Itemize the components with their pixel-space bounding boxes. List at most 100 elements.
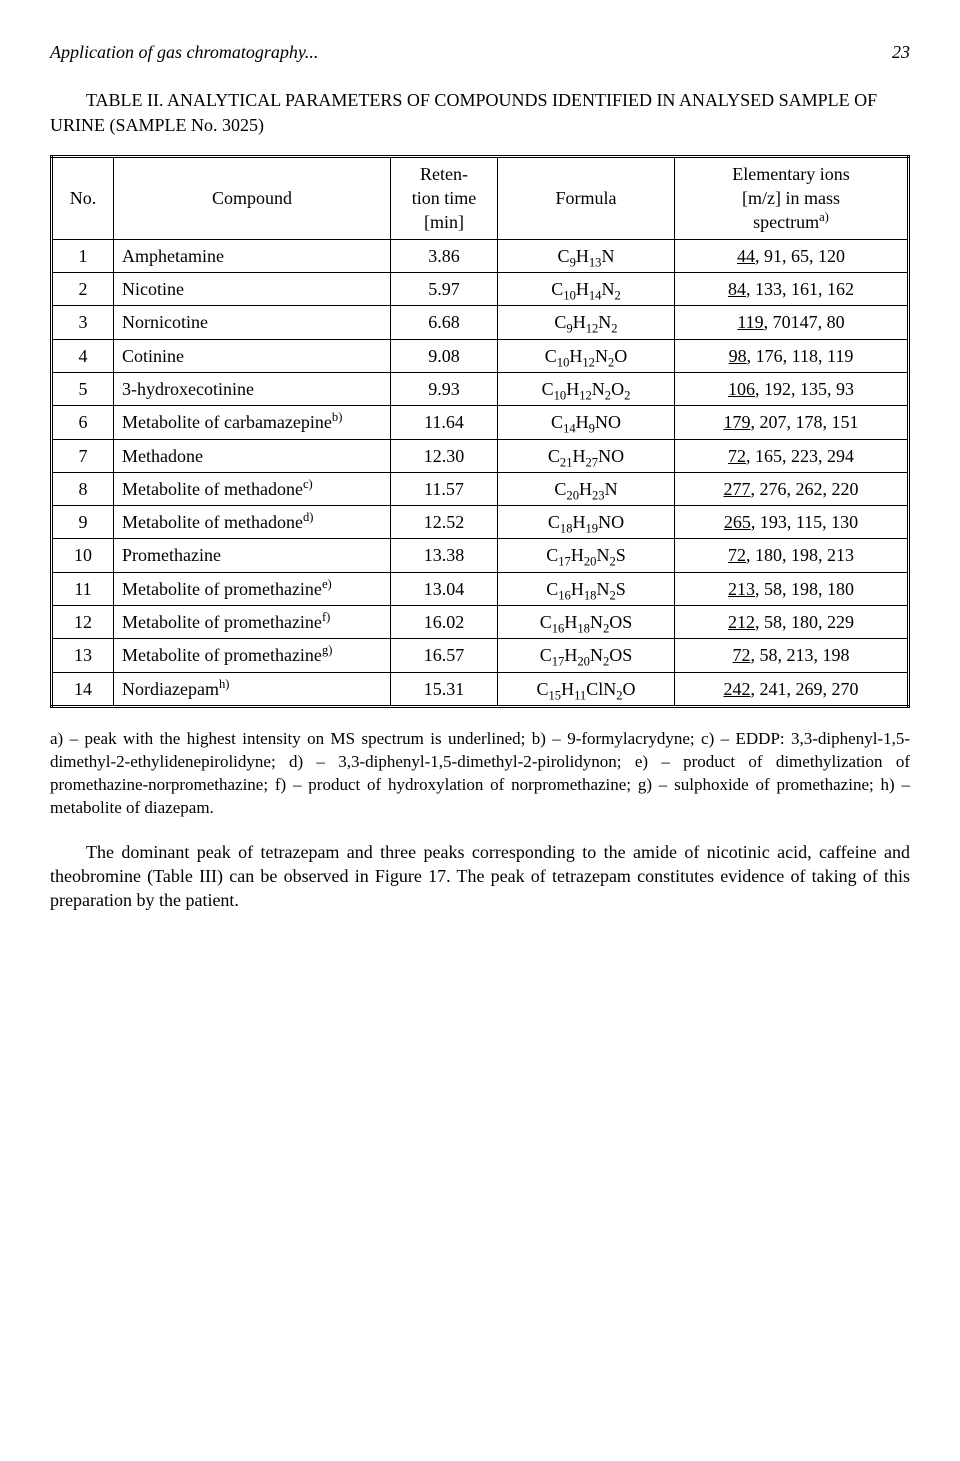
cell-no: 1 (52, 239, 114, 272)
table-body: 1Amphetamine3.86C9H13N44, 91, 65, 1202Ni… (52, 239, 909, 706)
cell-retention: 15.31 (391, 672, 498, 706)
cell-no: 12 (52, 606, 114, 639)
col-compound: Compound (114, 156, 391, 239)
cell-ions: 72, 180, 198, 213 (675, 539, 909, 572)
table-row: 9Metabolite of methadoned)12.52C18H19NO2… (52, 506, 909, 539)
table-row: 11Metabolite of promethazinee)13.04C16H1… (52, 572, 909, 605)
cell-no: 7 (52, 439, 114, 472)
table-row: 13Metabolite of promethazineg)16.57C17H2… (52, 639, 909, 672)
cell-no: 2 (52, 273, 114, 306)
col-formula: Formula (498, 156, 675, 239)
parameters-table: No. Compound Reten-tion time[min] Formul… (50, 155, 910, 708)
running-title: Application of gas chromatography... (50, 40, 318, 64)
cell-formula: C18H19NO (498, 506, 675, 539)
table-head: No. Compound Reten-tion time[min] Formul… (52, 156, 909, 239)
cell-no: 6 (52, 406, 114, 439)
cell-formula: C10H14N2 (498, 273, 675, 306)
cell-compound: Metabolite of methadonec) (114, 472, 391, 505)
body-paragraph: The dominant peak of tetrazepam and thre… (50, 840, 910, 913)
cell-no: 4 (52, 339, 114, 372)
cell-no: 11 (52, 572, 114, 605)
table-footnotes: a) – peak with the highest intensity on … (50, 728, 910, 820)
table-row: 2Nicotine5.97C10H14N284, 133, 161, 162 (52, 273, 909, 306)
table-row: 4Cotinine9.08C10H12N2O98, 176, 118, 119 (52, 339, 909, 372)
cell-ions: 72, 58, 213, 198 (675, 639, 909, 672)
cell-retention: 16.57 (391, 639, 498, 672)
cell-ions: 179, 207, 178, 151 (675, 406, 909, 439)
cell-no: 8 (52, 472, 114, 505)
cell-compound: Amphetamine (114, 239, 391, 272)
table-row: 14Nordiazepamh)15.31C15H11ClN2O242, 241,… (52, 672, 909, 706)
cell-no: 5 (52, 372, 114, 405)
cell-compound: 3-hydroxecotinine (114, 372, 391, 405)
cell-compound: Nicotine (114, 273, 391, 306)
cell-formula: C14H9NO (498, 406, 675, 439)
cell-no: 10 (52, 539, 114, 572)
cell-formula: C9H12N2 (498, 306, 675, 339)
cell-formula: C17H20N2OS (498, 639, 675, 672)
cell-compound: Metabolite of promethazinee) (114, 572, 391, 605)
cell-formula: C17H20N2S (498, 539, 675, 572)
cell-ions: 265, 193, 115, 130 (675, 506, 909, 539)
cell-compound: Metabolite of carbamazepineb) (114, 406, 391, 439)
cell-no: 14 (52, 672, 114, 706)
cell-ions: 106, 192, 135, 93 (675, 372, 909, 405)
cell-compound: Metabolite of methadoned) (114, 506, 391, 539)
table-row: 12Metabolite of promethazinef)16.02C16H1… (52, 606, 909, 639)
cell-ions: 84, 133, 161, 162 (675, 273, 909, 306)
cell-ions: 277, 276, 262, 220 (675, 472, 909, 505)
col-ions: Elementary ions[m/z] in massspectruma) (675, 156, 909, 239)
cell-ions: 44, 91, 65, 120 (675, 239, 909, 272)
cell-retention: 13.38 (391, 539, 498, 572)
cell-retention: 9.08 (391, 339, 498, 372)
col-retention: Reten-tion time[min] (391, 156, 498, 239)
cell-retention: 3.86 (391, 239, 498, 272)
col-no: No. (52, 156, 114, 239)
cell-compound: Nordiazepamh) (114, 672, 391, 706)
cell-compound: Metabolite of promethazinef) (114, 606, 391, 639)
cell-formula: C10H12N2O (498, 339, 675, 372)
cell-retention: 11.64 (391, 406, 498, 439)
cell-compound: Nornicotine (114, 306, 391, 339)
table-row: 53-hydroxecotinine9.93C10H12N2O2106, 192… (52, 372, 909, 405)
cell-compound: Promethazine (114, 539, 391, 572)
cell-retention: 9.93 (391, 372, 498, 405)
cell-no: 3 (52, 306, 114, 339)
cell-formula: C16H18N2OS (498, 606, 675, 639)
table-row: 1Amphetamine3.86C9H13N44, 91, 65, 120 (52, 239, 909, 272)
cell-ions: 212, 58, 180, 229 (675, 606, 909, 639)
cell-ions: 242, 241, 269, 270 (675, 672, 909, 706)
cell-formula: C9H13N (498, 239, 675, 272)
caption-text: ANALYTICAL PARAMETERS OF COMPOUNDS IDENT… (50, 90, 877, 134)
cell-formula: C21H27NO (498, 439, 675, 472)
cell-no: 9 (52, 506, 114, 539)
cell-ions: 119, 70147, 80 (675, 306, 909, 339)
cell-ions: 213, 58, 198, 180 (675, 572, 909, 605)
cell-compound: Cotinine (114, 339, 391, 372)
cell-retention: 16.02 (391, 606, 498, 639)
running-header: Application of gas chromatography... 23 (50, 40, 910, 64)
table-caption: TABLE II. ANALYTICAL PARAMETERS OF COMPO… (50, 88, 910, 137)
table-row: 3Nornicotine6.68C9H12N2119, 70147, 80 (52, 306, 909, 339)
cell-no: 13 (52, 639, 114, 672)
cell-retention: 5.97 (391, 273, 498, 306)
cell-formula: C16H18N2S (498, 572, 675, 605)
cell-retention: 11.57 (391, 472, 498, 505)
cell-ions: 72, 165, 223, 294 (675, 439, 909, 472)
cell-retention: 12.52 (391, 506, 498, 539)
table-row: 7Methadone12.30C21H27NO72, 165, 223, 294 (52, 439, 909, 472)
cell-compound: Methadone (114, 439, 391, 472)
cell-formula: C15H11ClN2O (498, 672, 675, 706)
table-row: 8Metabolite of methadonec)11.57C20H23N27… (52, 472, 909, 505)
page-number: 23 (892, 40, 910, 64)
table-row: 6Metabolite of carbamazepineb)11.64C14H9… (52, 406, 909, 439)
cell-retention: 6.68 (391, 306, 498, 339)
caption-prefix: TABLE II. (86, 90, 167, 110)
cell-formula: C20H23N (498, 472, 675, 505)
table-row: 10Promethazine13.38C17H20N2S72, 180, 198… (52, 539, 909, 572)
cell-retention: 13.04 (391, 572, 498, 605)
cell-formula: C10H12N2O2 (498, 372, 675, 405)
cell-compound: Metabolite of promethazineg) (114, 639, 391, 672)
cell-retention: 12.30 (391, 439, 498, 472)
cell-ions: 98, 176, 118, 119 (675, 339, 909, 372)
